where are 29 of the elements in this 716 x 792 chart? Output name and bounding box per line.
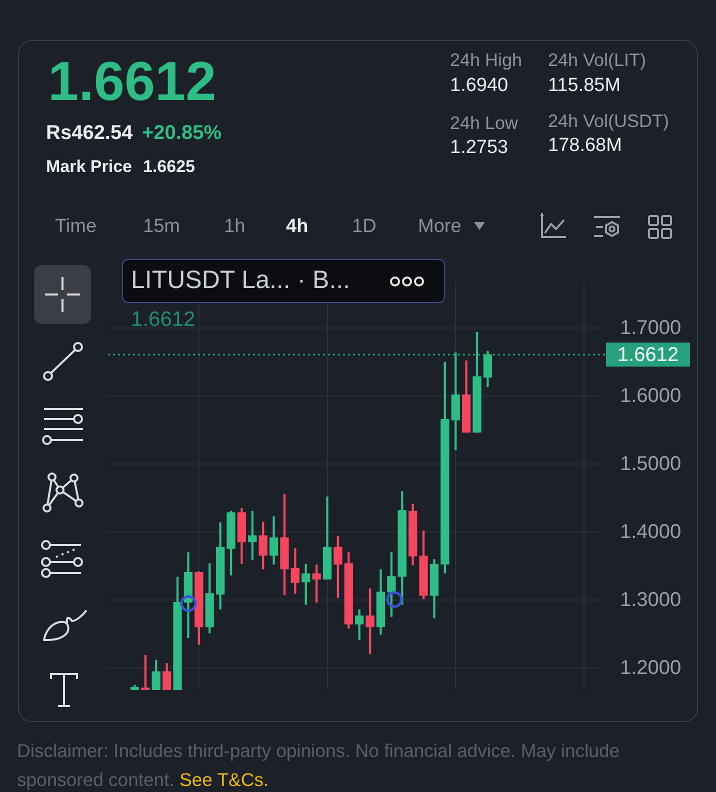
y-tick-label: 1.3000 [620, 588, 682, 611]
text: More [418, 216, 462, 237]
text: 178.68M [548, 134, 622, 156]
text: Rs462.54 [46, 122, 133, 144]
text: 1.6940 [450, 74, 508, 96]
text: Disclaimer: Includes third-party opinions. No financial advice. May include sponsored content. See T&Cs. [17, 740, 620, 790]
text: 24h Vol(LIT) [548, 50, 646, 70]
text: 24h High [450, 50, 522, 70]
text: Mark Price [46, 157, 132, 176]
y-tick-label: 1.6000 [620, 384, 682, 407]
text: 1.2753 [450, 136, 508, 158]
text: +20.85% [142, 122, 222, 144]
text: 24h Low [450, 112, 518, 133]
text: 1D [352, 216, 376, 237]
y-tick-label: 1.2000 [620, 656, 682, 679]
text: 1h [224, 216, 246, 237]
text: 1.6625 [143, 157, 195, 176]
text: 15m [143, 216, 180, 237]
y-tick-label: 1.7000 [620, 316, 682, 339]
text: Time [55, 216, 97, 237]
text: 1.6612 [48, 50, 216, 112]
text: 115.85M [548, 74, 621, 96]
text: 24h Vol(USDT) [548, 110, 670, 131]
ref-line-label: 1.6612 [617, 344, 679, 366]
annotation: LITUSDT La... · B... [131, 266, 350, 294]
text: 4h [286, 216, 308, 237]
y-tick-label: 1.4000 [620, 520, 682, 543]
y-tick-label: 1.5000 [620, 452, 682, 475]
annotation: 1.6612 [131, 308, 196, 331]
